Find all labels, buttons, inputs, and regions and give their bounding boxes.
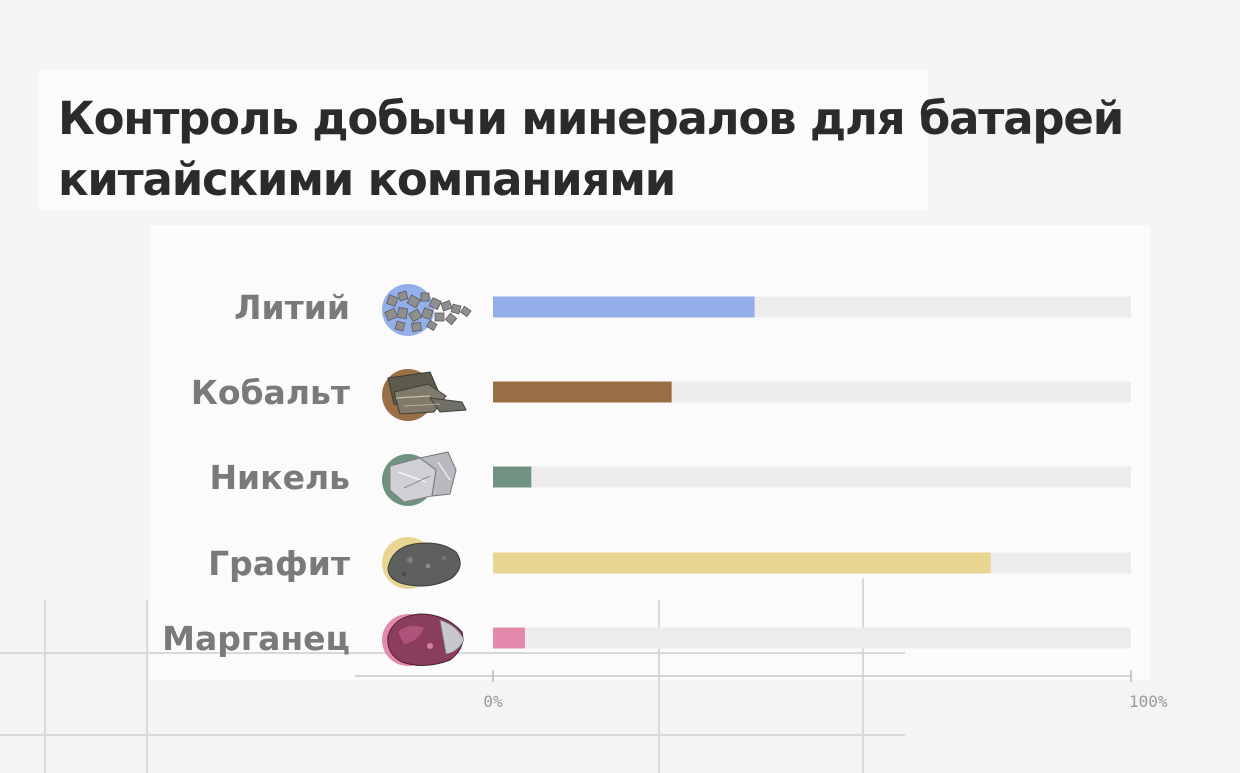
background-grid-line — [146, 600, 148, 773]
bar-3 — [493, 552, 991, 574]
cobalt-mineral-icon — [382, 369, 467, 421]
x-tick-label: 0% — [483, 692, 503, 711]
bar-0 — [493, 296, 755, 318]
bar-1 — [493, 381, 672, 403]
chart-title: Контроль добычи минералов для батарей ки… — [58, 88, 1158, 210]
chart-title-line-1: Контроль добычи минералов для батарей — [58, 92, 1124, 145]
background-panel — [38, 70, 928, 210]
category-labels: Литий Кобальт Никель Графит Марганец — [162, 288, 350, 658]
background-grid-line — [44, 600, 46, 773]
category-label: Литий — [234, 288, 350, 327]
background-grid-line — [658, 600, 660, 773]
bar-4 — [493, 627, 525, 649]
manganese-mineral-icon — [382, 613, 465, 666]
background-grid-line — [0, 734, 905, 736]
category-label: Кобальт — [191, 373, 350, 412]
chart-title-line-2: китайскими компаниями — [58, 153, 676, 206]
nickel-mineral-icon — [382, 451, 457, 506]
category-label: Никель — [209, 458, 350, 497]
category-label: Марганец — [162, 619, 350, 658]
graphite-mineral-icon — [382, 537, 461, 589]
bar-2 — [493, 466, 532, 488]
x-tick-label: 100% — [1129, 692, 1168, 711]
lithium-mineral-icon — [382, 284, 472, 336]
bars-layer — [493, 296, 1131, 649]
bar-track — [493, 627, 1131, 649]
x-axis-ticks: 0% 100% — [483, 670, 1168, 711]
bar-track — [493, 466, 1131, 488]
category-label: Графит — [208, 544, 350, 583]
